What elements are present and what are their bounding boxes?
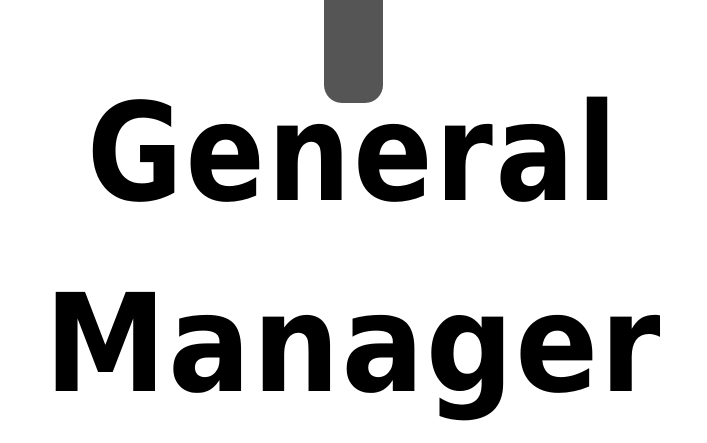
badge-title-line-1: General <box>86 75 620 233</box>
lanyard-slot-fill <box>324 0 383 103</box>
badge-title-line-2: Manager <box>44 266 663 424</box>
lanyard-slot <box>324 0 383 103</box>
